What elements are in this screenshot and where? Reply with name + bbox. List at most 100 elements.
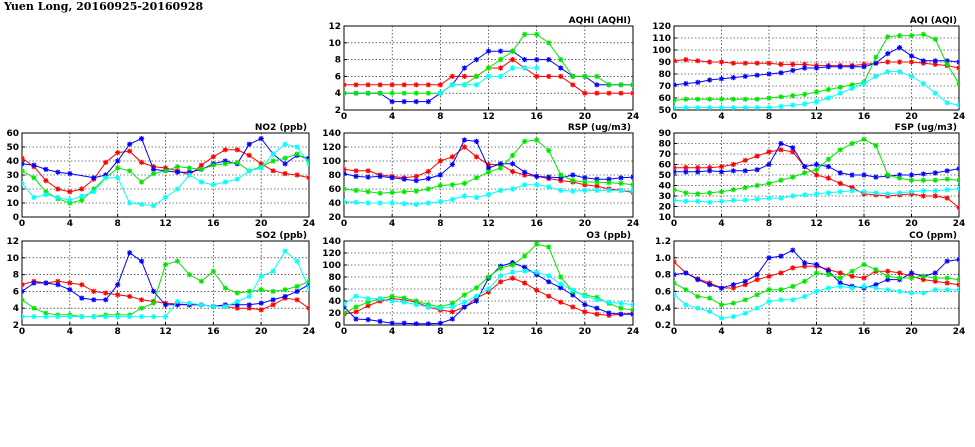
chart-title: NO2 (ppb) — [255, 123, 307, 133]
data-point-green — [461, 180, 468, 186]
data-point-red — [790, 265, 796, 271]
data-point-green — [683, 287, 689, 293]
data-point-cyan — [22, 314, 25, 320]
data-point-red — [365, 82, 371, 88]
data-point-cyan — [365, 296, 371, 302]
data-point-cyan — [944, 287, 950, 293]
data-point-green — [138, 179, 145, 185]
data-point-green — [618, 305, 624, 311]
y-tick-label: 60 — [328, 185, 341, 195]
x-tick-label: 0 — [671, 112, 677, 122]
x-tick-label: 12 — [810, 219, 823, 229]
data-point-cyan — [306, 285, 309, 291]
y-tick-label: 140 — [322, 129, 341, 139]
data-point-cyan — [353, 293, 359, 299]
data-point-cyan — [389, 298, 395, 304]
data-point-blue — [22, 288, 25, 294]
data-point-blue — [849, 64, 855, 70]
data-point-cyan — [413, 201, 419, 207]
data-point-blue — [618, 175, 624, 181]
series-group — [344, 31, 633, 105]
data-point-green — [956, 81, 959, 87]
data-point-red — [67, 189, 73, 195]
data-point-red — [570, 304, 576, 310]
y-tick-label: 0.6 — [655, 287, 671, 297]
data-point-cyan — [707, 199, 713, 205]
data-point-blue — [742, 278, 748, 284]
data-point-green — [683, 96, 689, 102]
data-point-blue — [908, 270, 915, 276]
data-point-red — [353, 168, 359, 174]
data-point-cyan — [754, 105, 760, 111]
data-point-red — [534, 287, 540, 293]
data-point-blue — [186, 169, 193, 175]
data-point-green — [837, 84, 843, 90]
data-point-cyan — [115, 314, 121, 320]
data-point-blue — [43, 166, 49, 172]
data-point-cyan — [802, 192, 808, 198]
data-point-blue — [67, 171, 73, 177]
data-point-blue — [825, 268, 831, 274]
data-point-cyan — [778, 297, 784, 303]
data-point-green — [606, 82, 612, 88]
data-point-red — [885, 268, 891, 274]
data-point-red — [778, 147, 784, 153]
data-point-cyan — [377, 200, 383, 206]
data-point-cyan — [873, 190, 879, 196]
data-point-cyan — [377, 296, 383, 302]
data-point-green — [695, 96, 701, 102]
y-tick-label: 20 — [6, 185, 19, 195]
x-tick-label: 12 — [482, 219, 495, 229]
x-tick-label: 16 — [858, 327, 871, 337]
data-point-green — [389, 90, 395, 96]
data-point-blue — [115, 158, 121, 164]
data-point-blue — [766, 161, 772, 168]
data-point-blue — [534, 173, 540, 179]
data-point-red — [22, 155, 25, 161]
data-point-cyan — [174, 186, 181, 192]
series-group — [344, 241, 633, 326]
data-point-green — [389, 189, 395, 196]
y-tick-label: 50 — [6, 143, 19, 153]
data-point-cyan — [497, 187, 504, 193]
data-point-green — [956, 177, 959, 183]
data-point-cyan — [742, 197, 748, 203]
data-point-green — [683, 190, 689, 196]
x-tick-label: 12 — [482, 327, 495, 337]
data-point-red — [778, 270, 784, 276]
y-tick-label: 80 — [328, 273, 341, 283]
data-point-blue — [754, 167, 760, 173]
data-point-green — [150, 171, 157, 177]
data-point-blue — [932, 270, 938, 276]
data-point-green — [546, 147, 552, 154]
data-point-red — [766, 149, 772, 155]
data-point-blue — [932, 170, 938, 176]
x-tick-label: 24 — [953, 112, 966, 122]
data-point-red — [558, 73, 564, 79]
data-point-red — [425, 168, 431, 175]
data-point-red — [246, 152, 252, 158]
data-point-cyan — [813, 288, 820, 294]
data-point-red — [79, 186, 85, 192]
data-point-blue — [908, 172, 915, 178]
y-tick-label: 60 — [6, 129, 19, 139]
x-tick-label: 20 — [579, 112, 592, 122]
data-point-green — [849, 82, 855, 88]
x-tick-label: 0 — [19, 327, 25, 337]
series-group — [22, 248, 309, 320]
data-point-cyan — [198, 302, 204, 308]
data-point-red — [707, 165, 713, 171]
data-point-cyan — [630, 188, 633, 194]
data-point-cyan — [813, 191, 820, 197]
data-point-blue — [956, 256, 959, 263]
data-point-blue — [944, 58, 950, 64]
data-point-cyan — [908, 290, 915, 296]
data-point-green — [282, 287, 288, 293]
data-point-green — [570, 178, 576, 184]
data-point-blue — [522, 57, 528, 63]
data-point-red — [294, 297, 300, 303]
data-point-cyan — [570, 188, 576, 194]
x-tick-label: 16 — [207, 219, 220, 229]
